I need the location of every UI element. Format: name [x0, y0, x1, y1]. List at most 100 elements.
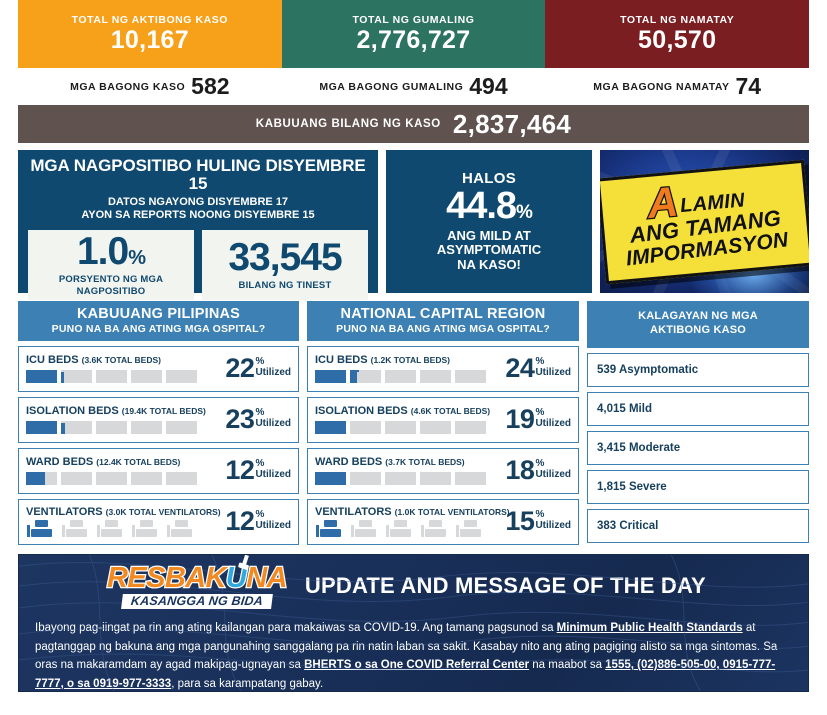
severity-header: KALAGAYAN NG MGA AKTIBONG KASO [587, 301, 809, 348]
body-link-bherts[interactable]: BHERTS o sa One COVID Referral Center [304, 659, 530, 672]
ph-ventilators-label: VENTILATORS [26, 506, 103, 518]
body-part1: Ibayong pag-iingat pa rin ang ating kail… [35, 622, 557, 634]
ncr-isolation-beds-symbol: % [535, 407, 545, 419]
body-link-hotlines[interactable]: 1555, (02)886-505-00, 0915-777-7777, o s… [35, 659, 776, 690]
total-active-label: TOTAL NG AKTIBONG KASO [71, 14, 229, 27]
new-cases-value: 582 [191, 73, 230, 99]
ph-ventilators-pct: 12 [225, 506, 255, 537]
ph-ventilators-unit: % Utilized [255, 510, 291, 532]
severity-item-critical[interactable]: 383 Critical [587, 508, 809, 543]
ph-isolation-beds-left: ISOLATION BEDS (19.4K TOTAL BEDS) [26, 405, 221, 434]
ph-ventilators-name: VENTILATORS (3.0K TOTAL VENTILATORS) [26, 506, 221, 518]
bed-icon [315, 421, 346, 434]
ph-ward-beds-unit: % Utilized [255, 459, 291, 481]
ncr-ward-beds-total: (3.7K TOTAL BEDS) [385, 457, 465, 467]
grand-total-wrap: KABUUANG BILANG NG KASO 2,837,464 [0, 105, 827, 143]
philippines-header: KABUUANG PILIPINAS PUNO NA BA ANG ATING … [18, 301, 299, 341]
ncr-ventilators-symbol: % [535, 509, 545, 521]
ventilator-icon [26, 520, 56, 537]
alamin-ang-tamang-impormasyon-banner[interactable]: A LAMIN ANG TAMANG IMPORMASYON [600, 150, 809, 293]
update-message-body: Ibayong pag-iingat pa rin ang ating kail… [19, 617, 808, 691]
bed-icon [131, 370, 162, 383]
ncr-isolation-beds-icons [315, 421, 501, 434]
ncr-isolation-beds-pct: 19 [505, 404, 535, 435]
bed-icon [96, 370, 127, 383]
bed-icon [61, 421, 92, 434]
totals-row: TOTAL NG AKTIBONG KASO 10,167 TOTAL NG G… [0, 0, 827, 68]
ncr-ward-beds-pct: 18 [505, 455, 535, 486]
bed-icon [455, 421, 486, 434]
ph-isolation-beds-unit: % Utilized [255, 407, 291, 430]
ph-ward-beds-label: WARD BEDS [26, 456, 94, 468]
severity-title-line1: KALAGAYAN NG MGA [638, 310, 758, 322]
ventilator-icon [315, 520, 345, 537]
ph-ventilators-right: 12 % Utilized [221, 506, 291, 537]
bed-icon [61, 370, 92, 383]
new-deaths-label: MGA BAGONG NAMATAY [593, 80, 730, 93]
mild-caption-line2: ASYMPTOMATIC [436, 242, 542, 258]
severity-item-mild[interactable]: 4,015 Mild [587, 391, 809, 426]
severity-item-severe[interactable]: 1,815 Severe [587, 469, 809, 504]
update-message-panel: RESBAKUNA KASANGGA NG BIDA UPDATE AND ME… [18, 554, 809, 692]
ph-isolation-beds-right: 23 % Utilized [221, 406, 291, 433]
ncr-icu-beds-left: ICU BEDS (1.2K TOTAL BEDS) [315, 354, 501, 383]
ncr-isolation-beds-total: (4.6K TOTAL BEDS) [410, 406, 491, 416]
swirl-decoration [19, 555, 808, 691]
ventilator-icon [455, 520, 485, 537]
ph-icu-beds-total: (3.6K TOTAL BEDS) [81, 355, 161, 365]
positivity-rate-box: 1.0% PORSYENTO NG MGA NAGPOSITIBO [28, 230, 194, 301]
ph-ward-beds-row[interactable]: WARD BEDS (12.4K TOTAL BEDS) 12 % Utiliz… [18, 448, 299, 494]
ncr-ventilators-icons [315, 520, 501, 537]
ncr-icu-beds-utilized: Utilized [535, 367, 571, 379]
mild-asymptomatic-panel: HALOS 44.8% ANG MILD AT ASYMPTOMATIC NA … [386, 150, 592, 293]
ph-isolation-beds-symbol: % [255, 407, 265, 419]
severity-item-asymptomatic[interactable]: 539 Asymptomatic [587, 352, 809, 387]
body-link-mphs[interactable]: Minimum Public Health Standards [556, 622, 743, 634]
ncr-ventilators-label: VENTILATORS [315, 506, 392, 518]
bed-icon [385, 370, 416, 383]
ph-icu-beds-left: ICU BEDS (3.6K TOTAL BEDS) [26, 354, 221, 383]
ncr-isolation-beds-right: 19 % Utilized [501, 404, 571, 435]
tested-caption: BILANG NG TINEST [238, 279, 332, 291]
new-recovered: MGA BAGONG GUMALING 494 [282, 68, 546, 105]
body-part3: na maabot sa [529, 659, 606, 672]
ph-ventilators-row[interactable]: VENTILATORS (3.0K TOTAL VENTILATORS) 12 … [18, 499, 299, 545]
ph-isolation-beds-label: ISOLATION BEDS [26, 405, 119, 417]
resbakuna-logo: RESBAKUNA KASANGGA NG BIDA [106, 555, 289, 609]
new-deaths-value: 74 [735, 73, 762, 99]
resbakuna-na: NA [245, 561, 289, 594]
bed-icon [315, 370, 346, 383]
positivity-sub-line2: AYON SA REPORTS NOONG DISYEMBRE 15 [81, 209, 315, 222]
ncr-icu-beds-row[interactable]: ICU BEDS (1.2K TOTAL BEDS) 24 % Utilized [307, 346, 579, 392]
ph-isolation-beds-total: (19.4K TOTAL BEDS) [121, 406, 206, 416]
ncr-icu-beds-name: ICU BEDS (1.2K TOTAL BEDS) [315, 354, 501, 366]
ncr-isolation-beds-row[interactable]: ISOLATION BEDS (4.6K TOTAL BEDS) 19 % Ut… [307, 397, 579, 443]
ncr-ventilators-name: VENTILATORS (1.0K TOTAL VENTILATORS) [315, 506, 510, 518]
active-case-severity-column: KALAGAYAN NG MGA AKTIBONG KASO 539 Asymp… [587, 301, 809, 545]
ncr-ward-beds-row[interactable]: WARD BEDS (3.7K TOTAL BEDS) 18 % Utilize… [307, 448, 579, 494]
ventilator-icon [96, 520, 126, 537]
severity-item-moderate[interactable]: 3,415 Moderate [587, 430, 809, 465]
ph-ward-beds-pct: 12 [225, 455, 255, 486]
body-part4: , para sa karampatang gabay. [171, 677, 324, 690]
mild-symbol: % [516, 201, 533, 223]
ncr-ventilators-right: 15 % Utilized [501, 508, 571, 535]
ncr-ventilators-row[interactable]: VENTILATORS (1.0K TOTAL VENTILATORS) 15 … [307, 499, 579, 545]
alamin-card: A LAMIN ANG TAMANG IMPORMASYON [600, 159, 809, 284]
ph-isolation-beds-row[interactable]: ISOLATION BEDS (19.4K TOTAL BEDS) 23 % U… [18, 397, 299, 443]
grand-total-bar: KABUUANG BILANG NG KASO 2,837,464 [18, 105, 809, 143]
bed-icon [350, 472, 381, 485]
new-cases: MGA BAGONG KASO 582 [18, 68, 282, 105]
philippines-subtitle: PUNO NA BA ANG ATING MGA OSPITAL? [51, 323, 266, 335]
ph-icu-beds-label: ICU BEDS [26, 354, 79, 366]
ncr-isolation-beds-left: ISOLATION BEDS (4.6K TOTAL BEDS) [315, 405, 501, 434]
alamin-letter-a: A [644, 176, 681, 228]
ph-icu-beds-row[interactable]: ICU BEDS (3.6K TOTAL BEDS) 22 % Utilized [18, 346, 299, 392]
positivity-rate-symbol: % [128, 247, 146, 270]
bed-icon [455, 370, 486, 383]
bed-icon [166, 370, 197, 383]
ph-isolation-beds-utilized: Utilized [255, 418, 291, 430]
new-recovered-value: 494 [469, 73, 508, 99]
total-recovered: TOTAL NG GUMALING 2,776,727 [281, 0, 546, 68]
